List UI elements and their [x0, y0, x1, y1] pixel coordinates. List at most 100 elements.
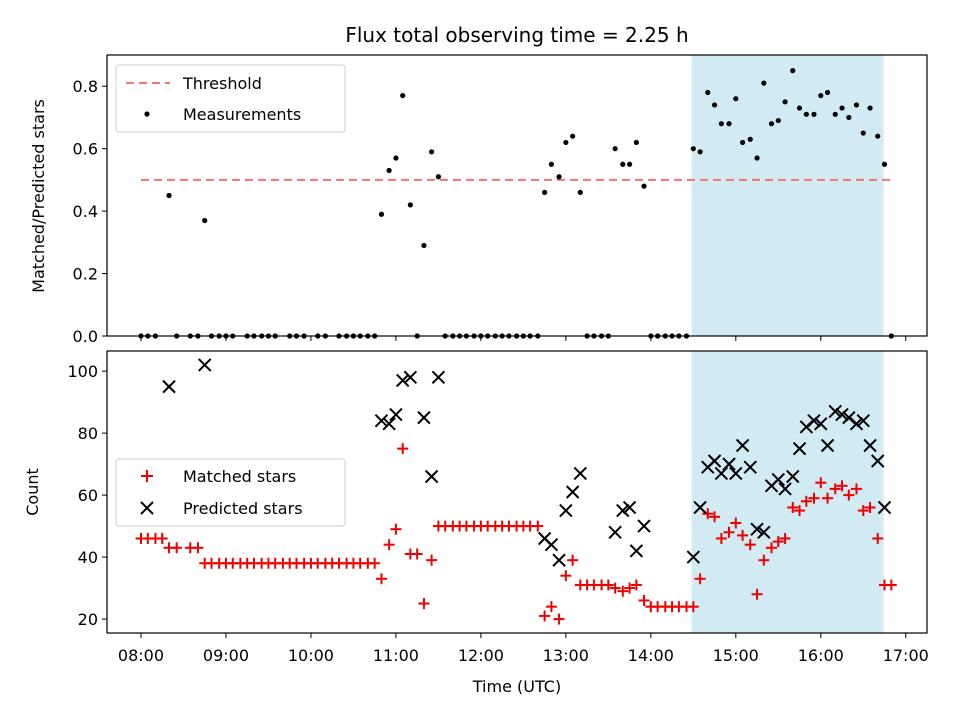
matched-star-point: [375, 573, 387, 585]
matched-star-point: [822, 492, 834, 504]
legend-threshold-label: Threshold: [182, 74, 262, 93]
predicted-star-point-b: [544, 537, 559, 552]
predicted-star-point-b: [835, 407, 849, 422]
bottom-y-axis-label: Count: [23, 468, 42, 516]
matched-star-point: [617, 585, 629, 597]
predicted-star-point: [835, 407, 849, 422]
bottom-panel: 20 40 60 80 100 08:00 09:00 10:00 11:00 12:00 13:…: [23, 350, 929, 696]
predicted-star-point-b: [552, 553, 566, 567]
matched-star-point: [630, 579, 642, 591]
bottom-y-axis: 20 40 60 80 100: [67, 362, 107, 629]
measurement-point: [705, 89, 711, 96]
matched-star-point: [850, 483, 862, 495]
matched-star-point: [553, 613, 565, 625]
predicted-star-point: [722, 457, 736, 471]
matched-star-point: [715, 532, 727, 544]
bottom-y-tick-label: 80: [78, 424, 98, 443]
matched-star-point: [624, 582, 636, 594]
legend-predicted-label: Predicted stars: [183, 499, 303, 518]
predicted-star-point-b: [729, 466, 743, 481]
measurement-point: [832, 111, 838, 117]
predicted-star-point: [814, 417, 828, 431]
predicted-star-point: [842, 410, 856, 425]
matched-star-point: [426, 554, 438, 566]
matched-star-point: [829, 483, 841, 495]
measurement-point: [548, 161, 555, 167]
bottom-legend: Matched stars Predicted stars: [115, 458, 346, 527]
matched-star-point: [758, 554, 770, 566]
matched-star-point: [383, 539, 395, 551]
bottom-x-tick-label: 15:00: [713, 646, 759, 665]
measurement-point: [641, 183, 647, 189]
bottom-legend-frame: [115, 458, 346, 527]
predicted-star-point-b: [842, 410, 856, 425]
measurement-point: [542, 189, 548, 195]
predicted-star-point-b: [198, 358, 212, 372]
bottom-x-tick-label: 09:00: [203, 646, 249, 665]
predicted-star-point: [863, 438, 877, 453]
predicted-star-point: [771, 472, 786, 487]
predicted-star-point-b: [722, 457, 736, 471]
predicted-star-point: [786, 469, 800, 484]
top-axes-frame: [106, 54, 928, 337]
matched-star-point: [687, 601, 699, 613]
bottom-x-tick-label: 12:00: [458, 646, 504, 665]
predicted-star-point: [799, 420, 814, 434]
measurement-point: [754, 155, 760, 161]
predicted-star-point: [778, 482, 792, 496]
bottom-y-tick-label: 20: [78, 610, 98, 629]
predicted-star-point: [552, 553, 566, 567]
matched-star-point: [779, 532, 791, 544]
predicted-star-point-b: [856, 414, 870, 428]
matched-star-point: [411, 548, 423, 560]
legend-measurement-label: Measurements: [183, 105, 301, 124]
measurement-point: [796, 105, 803, 111]
matched-star-point: [836, 480, 848, 492]
matched-star-point: [694, 573, 706, 585]
predicted-star-point: [403, 370, 418, 385]
predicted-star-point-b: [778, 482, 792, 496]
legend-matched-label: Matched stars: [183, 467, 296, 486]
measurement-point: [166, 192, 172, 199]
bottom-x-tick-label: 10:00: [288, 646, 334, 665]
predicted-star-point-b: [757, 525, 771, 539]
measurement-point: [853, 102, 860, 108]
predicted-star-points: [162, 358, 892, 567]
bottom-x-tick-label: 17:00: [883, 646, 929, 665]
top-y-tick-label: 0.8: [73, 77, 98, 96]
predicted-star-point-b: [799, 420, 814, 434]
predicted-star-point-b: [389, 407, 403, 422]
measurement-point: [733, 96, 739, 102]
matched-star-point: [843, 489, 855, 501]
matched-star-point: [857, 505, 869, 517]
matched-star-point: [864, 501, 876, 513]
matched-star-point: [800, 495, 812, 507]
measurement-point: [626, 161, 633, 167]
predicted-star-point: [559, 503, 573, 518]
predicted-star-point-b: [871, 454, 885, 468]
matched-star-point: [751, 588, 763, 600]
measurement-point: [846, 114, 852, 121]
measurement-point: [740, 139, 746, 146]
matched-star-point: [156, 532, 168, 544]
measurement-point: [697, 149, 703, 155]
predicted-star-point: [828, 404, 842, 419]
top-y-tick-label: 0.6: [73, 140, 98, 159]
matched-star-point: [560, 570, 572, 582]
matched-star-point: [567, 554, 579, 566]
matched-star-point: [369, 557, 381, 569]
predicted-star-point: [743, 460, 757, 474]
measurement-point: [690, 146, 696, 152]
measurement-point: [718, 121, 724, 127]
matched-star-point: [815, 477, 827, 489]
matched-star-point: [602, 579, 614, 591]
measurement-point: [881, 161, 888, 167]
bottom-y-tick-label: 60: [78, 486, 98, 505]
predicted-star-point-b: [814, 417, 828, 431]
predicted-star-point: [622, 500, 637, 515]
predicted-star-point: [693, 500, 707, 515]
matched-star-point: [730, 517, 742, 529]
predicted-star-point: [629, 544, 644, 558]
matched-star-point: [872, 532, 884, 544]
predicted-star-point-b: [877, 500, 892, 515]
